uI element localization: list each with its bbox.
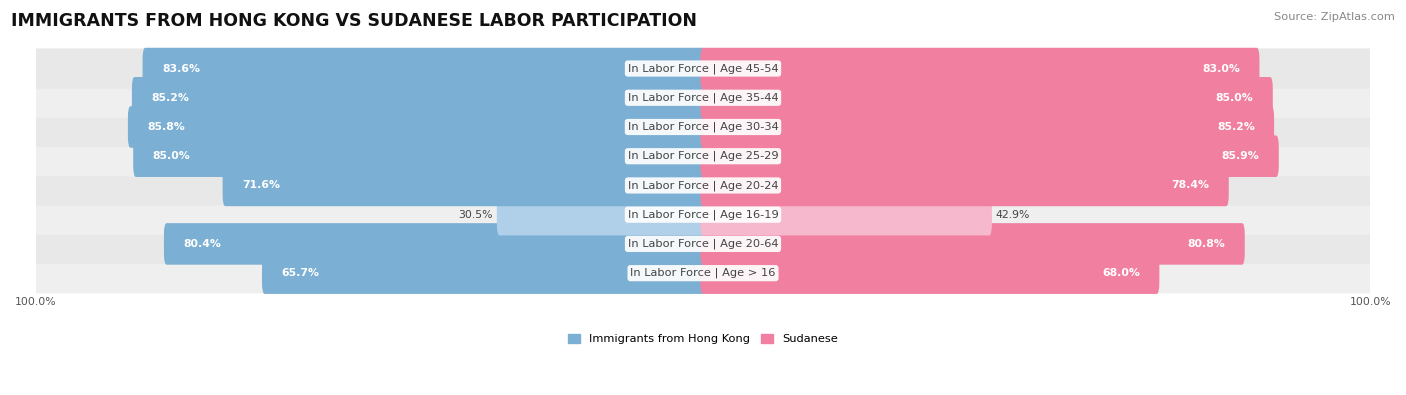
Text: In Labor Force | Age 35-44: In Labor Force | Age 35-44 [627, 92, 779, 103]
FancyBboxPatch shape [128, 106, 706, 148]
FancyBboxPatch shape [700, 106, 1274, 148]
Text: 85.2%: 85.2% [152, 93, 190, 103]
Text: In Labor Force | Age 30-34: In Labor Force | Age 30-34 [627, 122, 779, 132]
Text: 80.8%: 80.8% [1188, 239, 1226, 249]
FancyBboxPatch shape [496, 194, 706, 235]
Text: 78.4%: 78.4% [1171, 181, 1209, 190]
Text: In Labor Force | Age 45-54: In Labor Force | Age 45-54 [627, 63, 779, 74]
Text: 83.0%: 83.0% [1202, 64, 1240, 73]
FancyBboxPatch shape [134, 135, 706, 177]
FancyBboxPatch shape [34, 194, 1372, 235]
FancyBboxPatch shape [700, 48, 1260, 89]
Text: IMMIGRANTS FROM HONG KONG VS SUDANESE LABOR PARTICIPATION: IMMIGRANTS FROM HONG KONG VS SUDANESE LA… [11, 12, 697, 30]
FancyBboxPatch shape [165, 223, 706, 265]
FancyBboxPatch shape [700, 165, 1229, 206]
FancyBboxPatch shape [34, 77, 1372, 118]
FancyBboxPatch shape [34, 224, 1372, 264]
Text: Source: ZipAtlas.com: Source: ZipAtlas.com [1274, 12, 1395, 22]
FancyBboxPatch shape [34, 253, 1372, 293]
Legend: Immigrants from Hong Kong, Sudanese: Immigrants from Hong Kong, Sudanese [568, 333, 838, 344]
FancyBboxPatch shape [222, 165, 706, 206]
Text: 85.0%: 85.0% [1216, 93, 1253, 103]
Text: 100.0%: 100.0% [1350, 297, 1391, 307]
Text: 85.9%: 85.9% [1222, 151, 1260, 161]
FancyBboxPatch shape [262, 252, 706, 294]
FancyBboxPatch shape [132, 77, 706, 118]
Text: 85.0%: 85.0% [153, 151, 190, 161]
FancyBboxPatch shape [700, 135, 1279, 177]
Text: In Labor Force | Age > 16: In Labor Force | Age > 16 [630, 268, 776, 278]
FancyBboxPatch shape [700, 77, 1272, 118]
FancyBboxPatch shape [34, 136, 1372, 177]
FancyBboxPatch shape [34, 165, 1372, 206]
Text: 68.0%: 68.0% [1102, 268, 1140, 278]
Text: 42.9%: 42.9% [995, 210, 1031, 220]
FancyBboxPatch shape [700, 252, 1160, 294]
Text: 71.6%: 71.6% [242, 181, 280, 190]
Text: 85.2%: 85.2% [1216, 122, 1254, 132]
FancyBboxPatch shape [34, 107, 1372, 147]
Text: 30.5%: 30.5% [458, 210, 494, 220]
Text: In Labor Force | Age 16-19: In Labor Force | Age 16-19 [627, 209, 779, 220]
FancyBboxPatch shape [34, 48, 1372, 89]
Text: In Labor Force | Age 25-29: In Labor Force | Age 25-29 [627, 151, 779, 162]
Text: In Labor Force | Age 20-64: In Labor Force | Age 20-64 [627, 239, 779, 249]
Text: 83.6%: 83.6% [162, 64, 200, 73]
Text: 65.7%: 65.7% [281, 268, 319, 278]
Text: In Labor Force | Age 20-24: In Labor Force | Age 20-24 [627, 180, 779, 191]
FancyBboxPatch shape [700, 223, 1244, 265]
FancyBboxPatch shape [700, 194, 991, 235]
Text: 80.4%: 80.4% [183, 239, 221, 249]
FancyBboxPatch shape [142, 48, 706, 89]
Text: 85.8%: 85.8% [148, 122, 186, 132]
Text: 100.0%: 100.0% [15, 297, 56, 307]
